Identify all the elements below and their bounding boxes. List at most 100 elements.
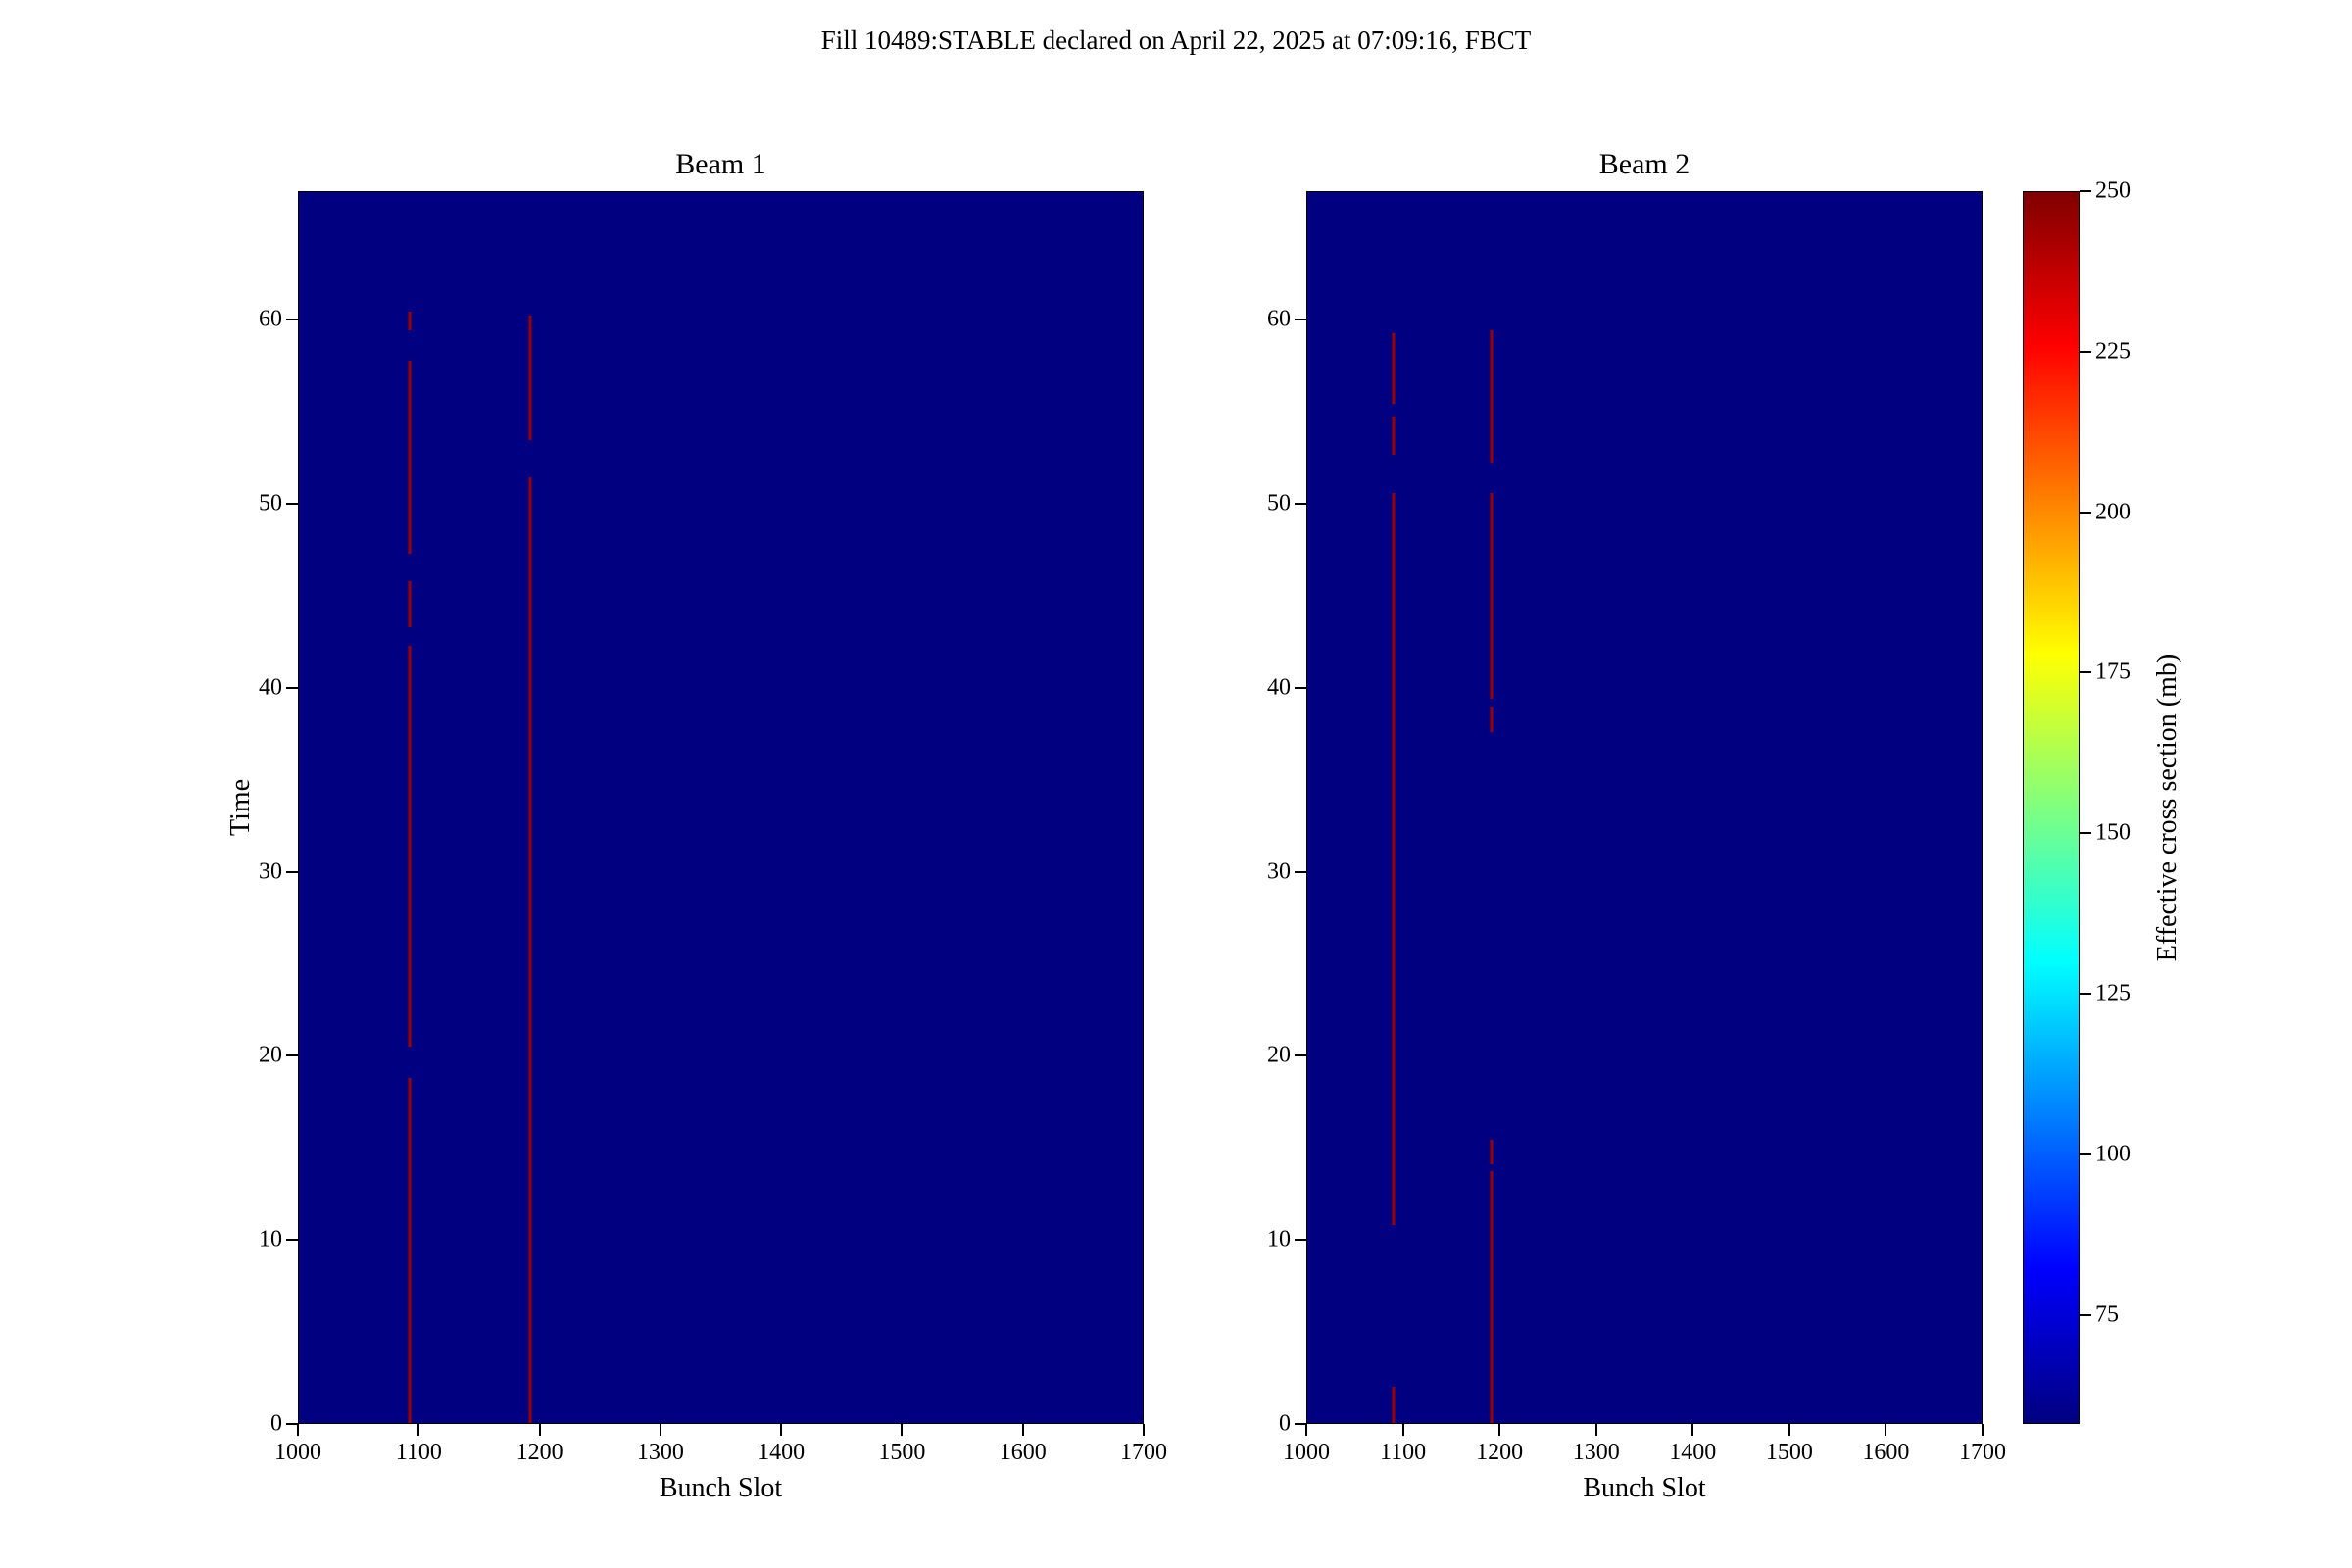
beam-1-heatmap	[298, 191, 1144, 1424]
colorbar-tick-mark	[2080, 993, 2091, 995]
y-tick-mark	[1295, 318, 1306, 321]
beam-1-title: Beam 1	[675, 148, 766, 180]
colorbar-tick-label: 200	[2095, 499, 2131, 525]
x-tick-label: 1200	[515, 1440, 564, 1465]
heatmap-streak-segment	[408, 581, 412, 628]
x-tick-label: 1000	[274, 1440, 321, 1465]
x-tick-mark	[901, 1424, 904, 1436]
beam-2-heatmap	[1306, 191, 1983, 1424]
colorbar-tick-label: 75	[2095, 1301, 2119, 1328]
y-tick-mark	[1295, 686, 1306, 689]
y-tick-mark	[286, 686, 298, 689]
y-tick-label: 20	[259, 1042, 282, 1068]
x-tick-mark	[1021, 1424, 1024, 1436]
heatmap-streak-segment	[1392, 493, 1396, 1225]
x-tick-mark	[1143, 1424, 1145, 1436]
x-tick-mark	[659, 1424, 662, 1436]
x-tick-label: 1400	[758, 1440, 806, 1465]
heatmap-streak-segment	[1490, 706, 1494, 733]
heatmap-streak-segment	[1490, 493, 1494, 700]
y-tick-label: 20	[1267, 1042, 1291, 1068]
y-tick-mark	[286, 1239, 298, 1242]
x-tick-mark	[297, 1424, 299, 1436]
y-tick-mark	[286, 1423, 298, 1425]
x-tick-mark	[1691, 1424, 1694, 1436]
y-tick-mark	[286, 870, 298, 873]
x-tick-label: 1500	[1765, 1440, 1813, 1465]
y-tick-mark	[286, 503, 298, 506]
colorbar-tick-label: 250	[2095, 177, 2131, 204]
heatmap-streak-segment	[408, 311, 412, 330]
x-tick-label: 1200	[1476, 1440, 1524, 1465]
y-tick-mark	[286, 1054, 298, 1057]
heatmap-streak-segment	[1490, 329, 1494, 463]
y-tick-label: 30	[259, 858, 282, 885]
y-tick-label: 50	[1267, 490, 1291, 516]
x-tick-mark	[1401, 1424, 1404, 1436]
x-tick-label: 1700	[1959, 1440, 2006, 1465]
beam-1-subplot: Beam 1 Bunch Slot Time 1000 1100 1200 1300 1…	[225, 148, 1167, 1503]
beam-2-title: Beam 2	[1598, 148, 1690, 180]
y-tick-label: 60	[1267, 306, 1291, 332]
y-tick-label: 0	[1279, 1410, 1291, 1437]
colorbar-tick-mark	[2080, 511, 2091, 514]
figure-title: Fill 10489:STABLE declared on April 22, …	[820, 25, 1532, 55]
x-tick-mark	[1305, 1424, 1307, 1436]
colorbar-tick-label: 150	[2095, 819, 2131, 846]
x-tick-label: 1700	[1120, 1440, 1167, 1465]
y-tick-label: 40	[1267, 674, 1291, 701]
y-tick-label: 50	[259, 490, 282, 516]
x-tick-mark	[1498, 1424, 1501, 1436]
colorbar-tick-mark	[2080, 350, 2091, 353]
heatmap-streak-segment	[1392, 1386, 1396, 1423]
colorbar-tick-mark	[2080, 832, 2091, 835]
x-tick-label: 1400	[1669, 1440, 1717, 1465]
beam-2-subplot: Beam 2 Bunch Slot 1000 1100 1200 1300 1400 15…	[1267, 148, 2006, 1503]
x-tick-label: 1300	[1572, 1440, 1620, 1465]
colorbar-label: Effective cross section (mb)	[2152, 653, 2182, 962]
colorbar-gradient	[2023, 191, 2080, 1424]
heatmap-streak-segment	[1392, 416, 1396, 456]
heatmap-streak-segment	[528, 315, 532, 441]
y-tick-label: 10	[259, 1226, 282, 1252]
y-tick-mark	[1295, 503, 1306, 506]
colorbar-tick-mark	[2080, 190, 2091, 192]
y-tick-mark	[1295, 870, 1306, 873]
y-tick-label: 30	[1267, 858, 1291, 885]
beam-1-y-axis-label: Time	[225, 778, 256, 837]
y-tick-label: 60	[259, 306, 282, 332]
colorbar-tick-mark	[2080, 671, 2091, 674]
y-tick-label: 40	[259, 674, 282, 701]
colorbar-tick-label: 125	[2095, 980, 2131, 1006]
colorbar-tick-mark	[2080, 1313, 2091, 1316]
beam-1-x-axis-label: Bunch Slot	[659, 1473, 783, 1503]
y-tick-mark	[286, 318, 298, 321]
x-tick-label: 1100	[1380, 1440, 1427, 1465]
y-tick-label: 10	[1267, 1226, 1291, 1252]
x-tick-mark	[1982, 1424, 1984, 1436]
heatmap-streak-segment	[408, 646, 412, 1047]
x-tick-mark	[417, 1424, 420, 1436]
y-tick-mark	[1295, 1054, 1306, 1057]
x-tick-label: 1000	[1283, 1440, 1330, 1465]
colorbar-tick-mark	[2080, 1152, 2091, 1155]
x-tick-label: 1100	[395, 1440, 442, 1465]
y-tick-mark	[1295, 1423, 1306, 1425]
x-tick-mark	[1594, 1424, 1597, 1436]
colorbar-tick-label: 175	[2095, 659, 2131, 685]
heatmap-streak-segment	[1490, 1140, 1494, 1164]
heatmap-streak-segment	[408, 1077, 412, 1423]
beam-2-x-axis-label: Bunch Slot	[1583, 1473, 1706, 1503]
colorbar: Effective cross section (mb) 75 100 125 150…	[2023, 178, 2182, 1424]
x-tick-mark	[780, 1424, 783, 1436]
x-tick-mark	[538, 1424, 541, 1436]
colorbar-tick-label: 100	[2095, 1141, 2131, 1167]
heatmap-streak-segment	[1490, 1171, 1494, 1423]
y-tick-label: 0	[270, 1410, 282, 1437]
heatmap-streak-segment	[528, 476, 532, 1423]
y-tick-mark	[1295, 1239, 1306, 1242]
x-tick-label: 1600	[1862, 1440, 1910, 1465]
x-tick-mark	[1885, 1424, 1887, 1436]
heatmap-streak-segment	[408, 361, 412, 555]
